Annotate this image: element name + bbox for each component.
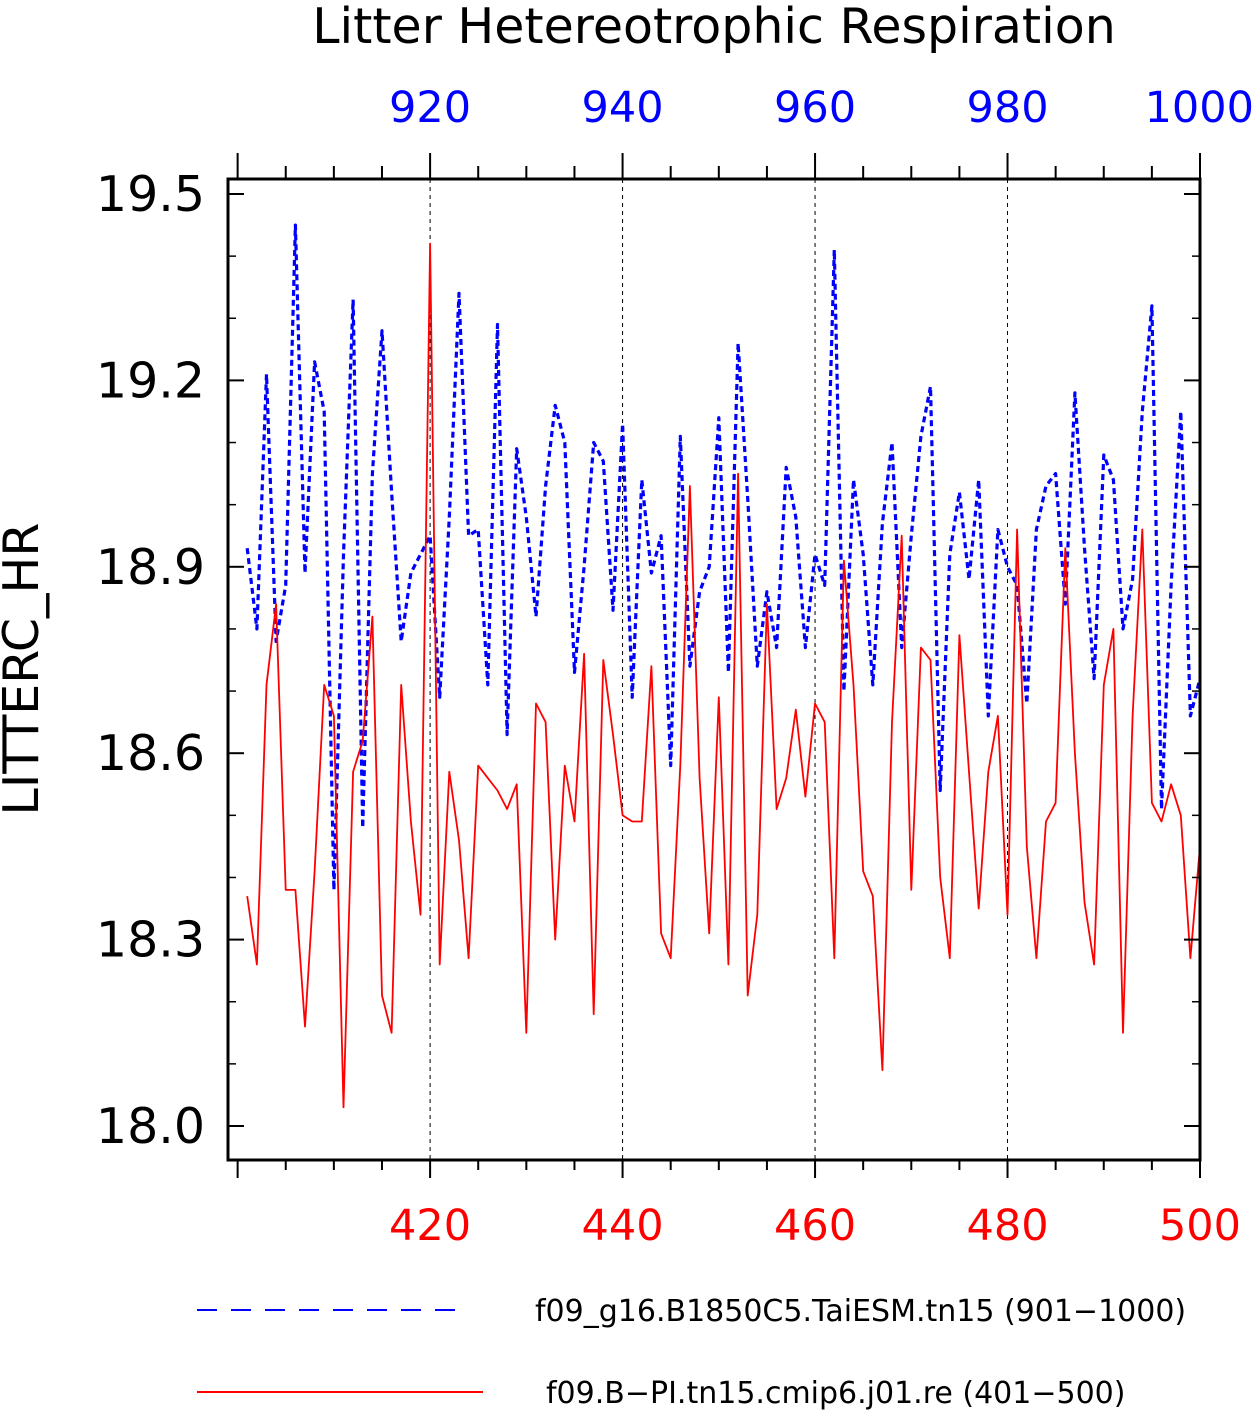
x-bottom-tick-label: 480 (966, 1201, 1048, 1251)
series-layer (245, 223, 1202, 1109)
x-top-tick-label: 960 (774, 83, 856, 133)
plot-frame (226, 177, 1202, 1162)
x-top-tick-label: 980 (966, 83, 1048, 133)
y-tick-label: 18.3 (96, 912, 205, 969)
x-bottom-tick-label: 420 (389, 1201, 471, 1251)
y-tick-label: 19.5 (96, 166, 205, 223)
x-top-tick-label: 940 (582, 83, 664, 133)
series-line-red (246, 242, 1201, 1109)
tick-layer (228, 153, 1201, 1178)
chart-title: Litter Hetereotrophic Respiration (312, 0, 1116, 55)
grid-layer (429, 179, 1009, 1160)
legend-label-blue: f09_g16.B1850C5.TaiESM.tn15 (901−1000) (535, 1294, 1186, 1329)
label-layer: 18.0 18.3 18.6 18.9 19.2 19.5 420 440 460 480 500 9… (96, 83, 1254, 1251)
series-line-blue (245, 223, 1202, 892)
x-bottom-tick-label: 440 (582, 1201, 664, 1251)
x-top-tick-label: 1000 (1145, 83, 1254, 133)
y-tick-label: 19.2 (96, 352, 205, 409)
x-bottom-tick-label: 460 (774, 1201, 856, 1251)
legend: f09_g16.B1850C5.TaiESM.tn15 (901−1000) f… (197, 1294, 1186, 1411)
x-bottom-tick-label: 500 (1159, 1201, 1241, 1251)
y-tick-label: 18.6 (96, 725, 205, 782)
legend-label-red: f09.B−PI.tn15.cmip6.j01.re (401−500) (546, 1376, 1125, 1411)
y-axis-label: LITTERC_HR (0, 523, 50, 816)
x-top-tick-label: 920 (389, 83, 471, 133)
y-tick-label: 18.0 (96, 1098, 205, 1155)
y-tick-label: 18.9 (96, 539, 205, 596)
